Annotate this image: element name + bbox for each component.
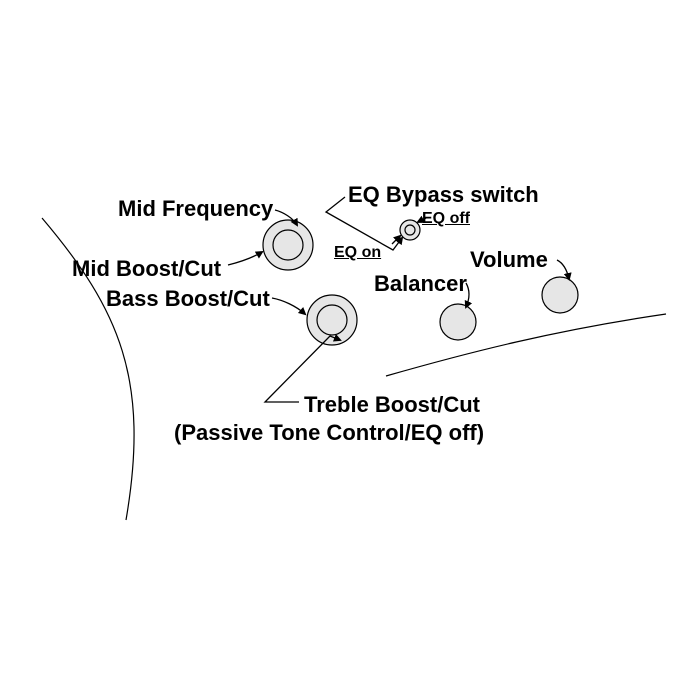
mid-freq-arrow: [275, 210, 297, 225]
knob-eq_switch-outer: [400, 220, 420, 240]
volume-arrow: [557, 260, 569, 279]
label-treble-line1: Treble Boost/Cut: [304, 392, 480, 417]
eq-on-arrow: [392, 236, 400, 244]
label-mid-boost-cut: Mid Boost/Cut: [72, 256, 221, 281]
knob-bass_stack-outer: [307, 295, 357, 345]
label-eq-on: EQ on: [334, 244, 381, 262]
knob-bass_stack-inner: [317, 305, 347, 335]
knob-eq_switch-inner: [405, 225, 415, 235]
body-curve-right: [386, 314, 666, 376]
label-eq-off: EQ off: [422, 210, 470, 228]
diagram-svg: [0, 0, 700, 700]
arrows-group: [228, 197, 569, 402]
knob-mid_stack-outer: [263, 220, 313, 270]
mid-boost-arrow: [228, 252, 262, 265]
knob-balancer: [440, 304, 476, 340]
label-eq-bypass: EQ Bypass switch: [348, 182, 539, 207]
label-treble-line2: (Passive Tone Control/EQ off): [174, 420, 484, 445]
label-volume: Volume: [470, 247, 548, 272]
knob-mid_stack-inner: [273, 230, 303, 260]
label-mid-frequency: Mid Frequency: [118, 196, 273, 221]
knob-volume: [542, 277, 578, 313]
label-bass-boost-cut: Bass Boost/Cut: [106, 286, 270, 311]
diagram-canvas: Mid Frequency Mid Boost/Cut Bass Boost/C…: [0, 0, 700, 700]
label-balancer: Balancer: [374, 271, 467, 296]
bass-boost-arrow: [272, 298, 305, 314]
